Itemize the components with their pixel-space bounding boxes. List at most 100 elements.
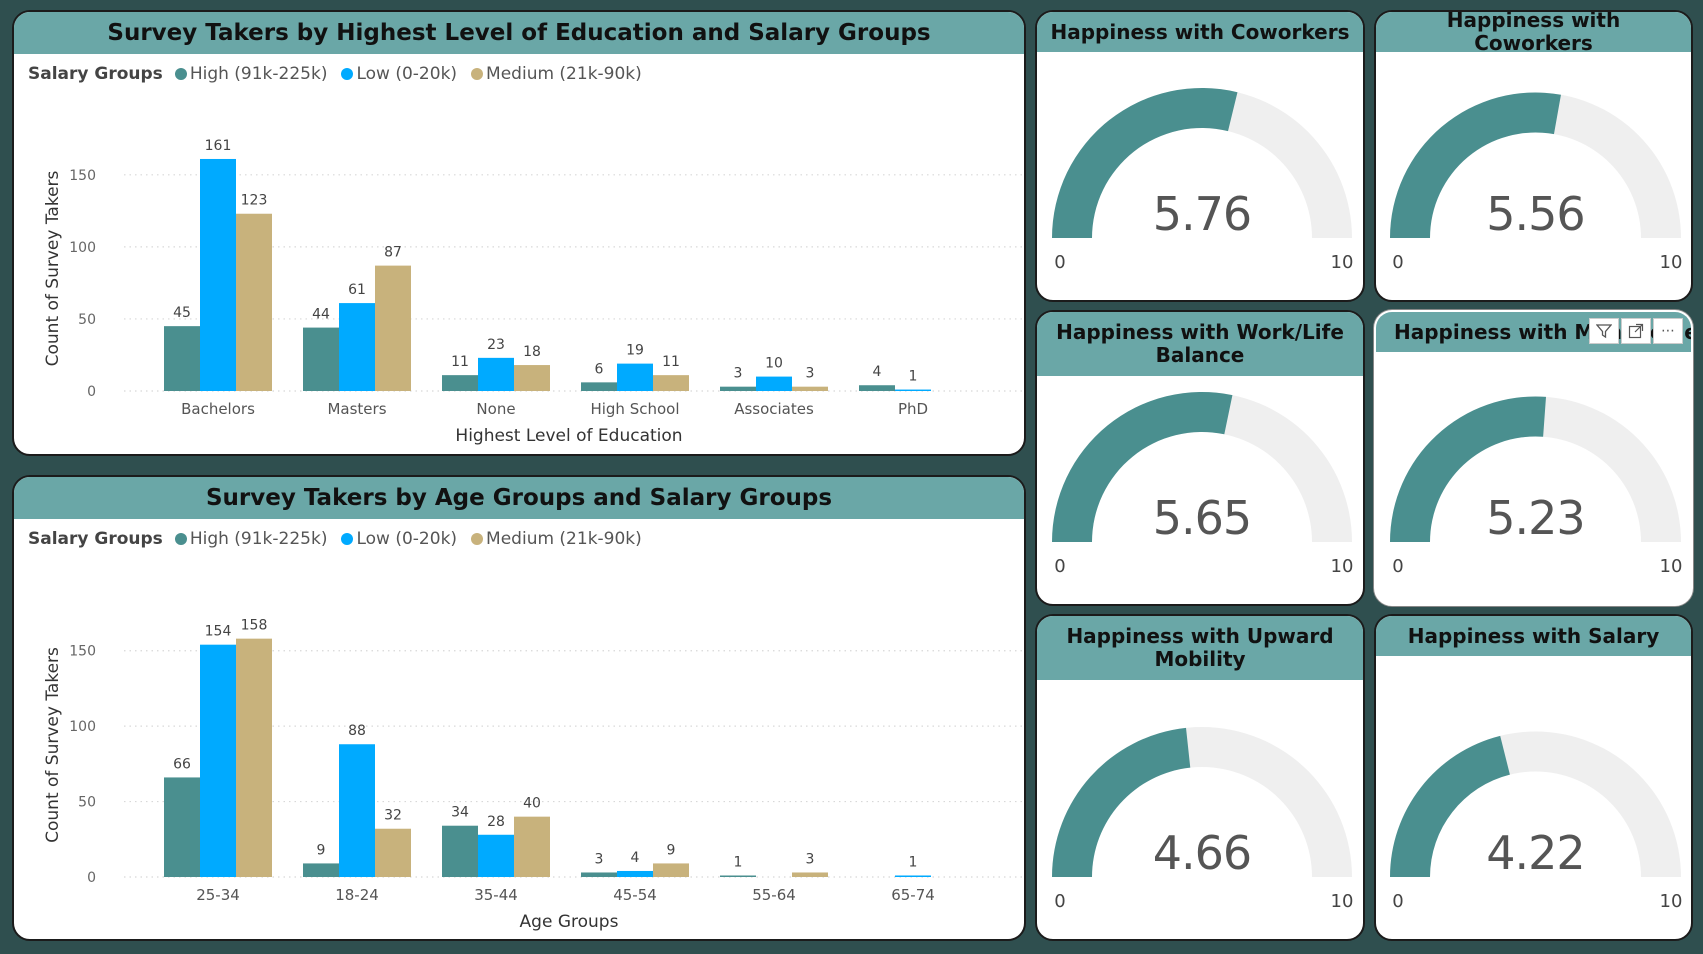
age-bar-chart: 0 50 100 150 Count of Survey Takers 66 154 158 2… — [43, 618, 1024, 932]
age-chart-card[interactable]: Survey Takers by Age Groups and Salary G… — [12, 475, 1026, 941]
data-label: 154 — [205, 624, 232, 640]
bar-medium[interactable] — [375, 265, 411, 391]
more-options-icon[interactable]: ⋯ — [1653, 318, 1683, 344]
x-tick-label: Associates — [734, 400, 814, 418]
x-tick-label: 45-54 — [613, 886, 657, 904]
data-label: 45 — [173, 305, 191, 321]
gauge-min-label: 0 — [1392, 891, 1403, 912]
x-tick-label: 35-44 — [474, 886, 518, 904]
gauge-value: 5.56 — [1486, 187, 1584, 241]
legend-item-low[interactable]: Low (0-20k) — [341, 529, 457, 549]
legend-dot-high — [174, 68, 187, 80]
bar-low[interactable] — [756, 376, 792, 391]
gauge-chart: 4.66 0 10 — [1052, 727, 1354, 912]
legend-dot-medium — [471, 533, 484, 545]
bar-low[interactable] — [478, 357, 514, 391]
gauge-min-label: 0 — [1054, 891, 1065, 912]
data-label: 1 — [909, 369, 918, 385]
bar-high[interactable] — [303, 863, 339, 877]
gauge-fill — [1052, 392, 1233, 542]
bar-high[interactable] — [442, 375, 478, 391]
legend-item-low[interactable]: Low (0-20k) — [341, 64, 457, 84]
bar-medium[interactable] — [792, 386, 828, 391]
x-tick-label: Bachelors — [181, 400, 255, 418]
gauge-title: Happiness with Coworkers — [1376, 12, 1691, 55]
bar-low[interactable] — [200, 158, 236, 391]
bar-low[interactable] — [339, 744, 375, 877]
bar-low[interactable] — [200, 644, 236, 877]
gauge-fill — [1052, 87, 1238, 239]
bar-high[interactable] — [859, 385, 895, 391]
education-chart-legend: Salary Groups High (91k-225k) Low (0-20k… — [28, 64, 648, 84]
gauge-title: Happiness with Upward Mobility — [1037, 616, 1363, 680]
legend-title: Salary Groups — [28, 529, 163, 549]
gauge-card-work-life-balance[interactable]: Happiness with Work/Life Balance 5.65 0 10 — [1035, 310, 1365, 606]
data-label: 88 — [348, 723, 366, 739]
x-axis-title: Highest Level of Education — [455, 426, 682, 446]
gauge-max-label: 10 — [1660, 252, 1683, 273]
bar-medium[interactable] — [653, 375, 689, 391]
data-label: 158 — [241, 618, 268, 634]
legend-item-medium[interactable]: Medium (21k-90k) — [471, 529, 642, 549]
y-axis-title: Count of Survey Takers — [43, 170, 63, 366]
filter-icon[interactable] — [1589, 318, 1619, 344]
data-label: 66 — [173, 756, 191, 772]
data-label: 1 — [909, 854, 918, 870]
bar-high[interactable] — [303, 327, 339, 391]
legend-item-medium[interactable]: Medium (21k-90k) — [471, 64, 642, 84]
y-tick-label: 150 — [69, 644, 96, 660]
bar-medium[interactable] — [236, 638, 272, 877]
gauge-max-label: 10 — [1660, 556, 1683, 577]
bar-high[interactable] — [581, 872, 617, 877]
data-label: 4 — [873, 364, 882, 380]
gauge-card-management[interactable]: Happiness with Management ⋯ 5.23 0 10 — [1374, 310, 1693, 606]
data-label: 34 — [451, 805, 469, 821]
gauge-value: 4.66 — [1153, 826, 1251, 880]
gauge-card-salary[interactable]: Happiness with Salary 4.22 0 10 — [1374, 614, 1693, 941]
bar-medium[interactable] — [792, 872, 828, 877]
bar-low[interactable] — [339, 303, 375, 391]
bar-low[interactable] — [617, 870, 653, 877]
gauge-value: 4.22 — [1486, 826, 1584, 880]
bar-high[interactable] — [164, 326, 200, 391]
gauge-card-coworkers-2[interactable]: Happiness with Coworkers 5.56 0 10 — [1374, 10, 1693, 302]
bar-high[interactable] — [720, 386, 756, 391]
x-tick-label: 25-34 — [196, 886, 240, 904]
bar-medium[interactable] — [514, 365, 550, 391]
legend-dot-high — [174, 533, 187, 545]
data-label: 9 — [667, 842, 676, 858]
gauge-min-label: 0 — [1392, 556, 1403, 577]
bar-low[interactable] — [478, 834, 514, 877]
gauge-fill — [1390, 735, 1510, 877]
gauge-chart: 5.56 0 10 — [1390, 92, 1683, 273]
bar-low[interactable] — [895, 389, 931, 391]
bar-low[interactable] — [895, 875, 931, 877]
data-label: 6 — [595, 361, 604, 377]
data-label: 44 — [312, 307, 330, 323]
bar-medium[interactable] — [514, 816, 550, 877]
legend-item-high[interactable]: High (91k-225k) — [174, 64, 327, 84]
bar-high[interactable] — [581, 382, 617, 391]
data-label: 161 — [205, 138, 232, 154]
data-label: 4 — [631, 850, 640, 866]
bar-low[interactable] — [617, 363, 653, 391]
gauge-card-upward-mobility[interactable]: Happiness with Upward Mobility 4.66 0 10 — [1035, 614, 1365, 941]
y-tick-label: 50 — [78, 312, 96, 328]
gauge-card-coworkers-1[interactable]: Happiness with Coworkers 5.76 0 10 — [1035, 10, 1365, 302]
bar-high[interactable] — [164, 777, 200, 877]
x-tick-label: 55-64 — [752, 886, 796, 904]
bar-high[interactable] — [720, 875, 756, 877]
bar-medium[interactable] — [236, 213, 272, 391]
bar-medium[interactable] — [375, 828, 411, 877]
education-chart-card[interactable]: Survey Takers by Highest Level of Educat… — [12, 10, 1026, 456]
bar-medium[interactable] — [653, 863, 689, 877]
gauge-value: 5.65 — [1153, 491, 1251, 545]
gauge-title: Happiness with Coworkers — [1037, 12, 1363, 52]
focus-mode-icon[interactable] — [1621, 318, 1651, 344]
data-label: 1 — [734, 854, 743, 870]
legend-item-high[interactable]: High (91k-225k) — [174, 529, 327, 549]
data-label: 28 — [487, 814, 505, 830]
bar-high[interactable] — [442, 825, 478, 877]
education-chart-title: Survey Takers by Highest Level of Educat… — [14, 12, 1024, 54]
gauge-max-label: 10 — [1331, 891, 1354, 912]
